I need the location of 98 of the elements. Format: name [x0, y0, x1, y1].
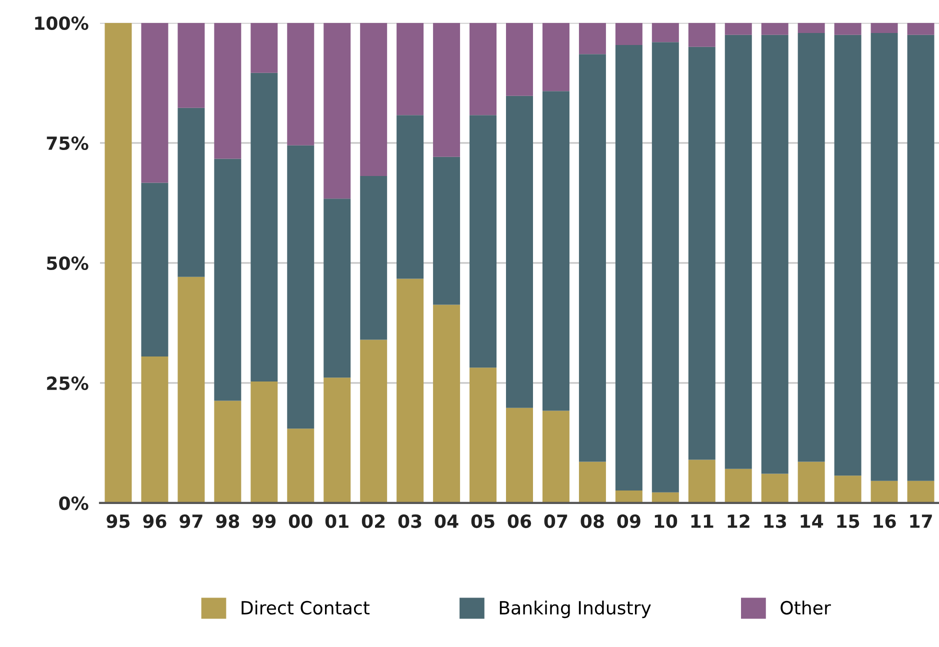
bar	[506, 22, 533, 96]
bar	[542, 91, 570, 411]
bar	[506, 96, 533, 408]
bar	[798, 22, 825, 33]
bar	[214, 158, 242, 401]
bar	[324, 198, 351, 378]
bar	[907, 34, 934, 481]
bar	[834, 22, 862, 35]
x-tick-label: 11	[691, 514, 714, 528]
bar	[652, 492, 679, 503]
x-tick-label: 98	[216, 514, 240, 528]
x-tick-label: 03	[398, 514, 422, 528]
bar	[396, 22, 424, 116]
bar	[250, 72, 278, 382]
bar	[688, 22, 716, 47]
legend-label: Direct Contact	[242, 600, 370, 615]
bar	[652, 22, 679, 42]
x-tick-label: 08	[580, 514, 604, 528]
bar	[578, 54, 606, 462]
x-tick-label: 01	[325, 514, 348, 528]
y-tick-label: 25%	[47, 376, 88, 390]
bar	[834, 476, 862, 503]
x-tick-label: 05	[471, 514, 494, 528]
bar	[798, 462, 825, 503]
bar	[542, 22, 570, 92]
bar	[724, 34, 752, 469]
bar	[178, 108, 205, 277]
bar	[360, 22, 388, 176]
bar	[470, 368, 497, 503]
bar	[724, 468, 752, 503]
bar	[287, 22, 314, 146]
bar	[287, 428, 314, 503]
x-tick-label: 95	[106, 514, 130, 528]
y-tick-label: 0%	[59, 496, 88, 510]
bar	[542, 410, 570, 503]
bar	[104, 22, 132, 503]
bar	[870, 22, 898, 33]
x-tick-label: 02	[362, 514, 385, 528]
bar	[433, 304, 460, 503]
bar	[250, 22, 278, 73]
bar	[287, 145, 314, 429]
bar	[615, 490, 642, 503]
bar	[324, 22, 351, 199]
x-tick-label: 96	[143, 514, 166, 528]
bar	[761, 34, 788, 474]
bar	[214, 400, 242, 503]
bar	[578, 22, 606, 54]
bar	[470, 115, 497, 368]
legend-label: Banking Industry	[500, 600, 651, 618]
bar	[724, 22, 752, 35]
bar	[615, 22, 642, 45]
bar	[870, 32, 898, 481]
bar	[250, 382, 278, 503]
x-tick-label: 17	[910, 514, 932, 528]
bar	[214, 22, 242, 159]
bar	[178, 276, 205, 503]
bar	[907, 22, 934, 35]
bar	[615, 44, 642, 490]
bar	[396, 115, 424, 279]
bar	[141, 356, 168, 503]
bar	[470, 22, 497, 116]
bar	[360, 176, 388, 340]
x-tick-label: 97	[180, 514, 202, 528]
bar	[688, 46, 716, 460]
x-tick-label: 13	[764, 514, 786, 528]
bar	[324, 378, 351, 503]
bar	[907, 480, 934, 503]
x-tick-label: 10	[654, 514, 678, 528]
bar	[433, 156, 460, 305]
bar	[141, 22, 168, 183]
bar	[178, 22, 205, 108]
y-tick-label: 50%	[47, 256, 88, 270]
bar	[141, 182, 168, 357]
x-tick-label: 14	[800, 514, 824, 528]
bar	[433, 22, 460, 157]
legend-label: Other	[780, 600, 831, 615]
y-tick-label: 75%	[46, 136, 88, 150]
bar	[652, 42, 679, 492]
y-tick-label: 100%	[35, 16, 88, 30]
bar	[360, 340, 388, 503]
x-tick-label: 04	[434, 514, 458, 528]
bar	[798, 32, 825, 462]
x-tick-label: 99	[252, 514, 276, 528]
x-tick-label: 09	[617, 514, 640, 528]
bar	[834, 34, 862, 476]
bar	[761, 22, 788, 35]
bar	[761, 474, 788, 503]
bar	[396, 278, 424, 503]
x-tick-label: 12	[728, 514, 750, 528]
bar	[688, 460, 716, 503]
x-tick-label: 00	[288, 514, 312, 528]
x-tick-label: 07	[544, 514, 568, 528]
x-tick-label: 15	[837, 514, 860, 528]
bar	[506, 408, 533, 503]
bar	[578, 462, 606, 503]
x-tick-label: 06	[508, 514, 532, 528]
bar	[870, 480, 898, 503]
x-tick-label: 16	[874, 514, 896, 528]
